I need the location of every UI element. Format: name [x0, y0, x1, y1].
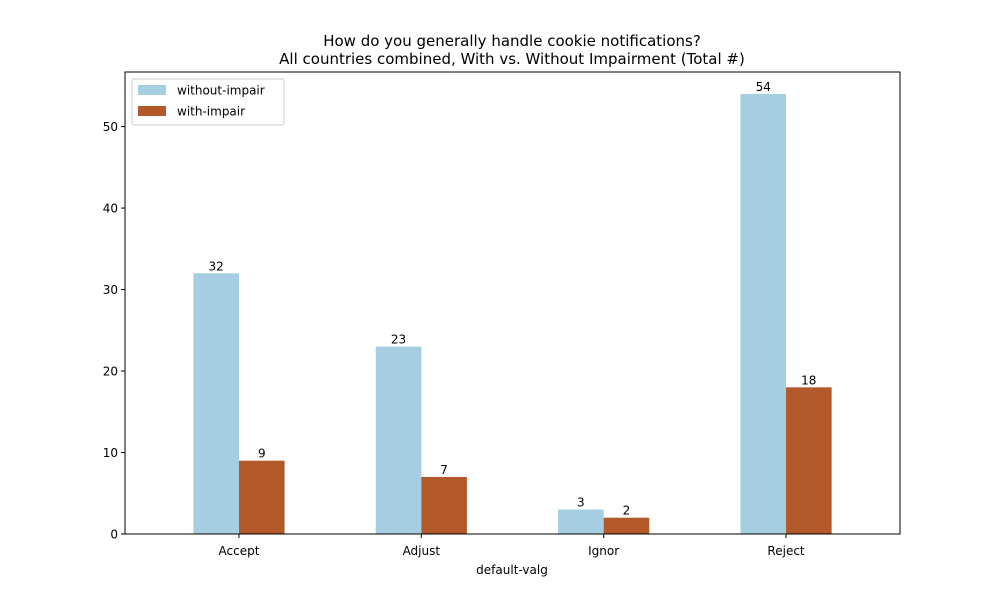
- bar-without-impair-ignor: [558, 509, 604, 534]
- data-label-with-impair-adjust: 7: [440, 463, 448, 477]
- legend-swatch-without-impair: [138, 85, 166, 95]
- x-tick-label-reject: Reject: [767, 544, 804, 558]
- x-tick-label-adjust: Adjust: [403, 544, 441, 558]
- plot-frame: [124, 71, 901, 535]
- data-label-with-impair-reject: 18: [801, 373, 816, 387]
- y-tick-label: 50: [103, 120, 118, 134]
- y-axis: 0 10 20 30 40 50: [103, 120, 125, 542]
- data-labels-group: 32 23 3 54 9 7 2 18: [209, 80, 817, 518]
- data-label-without-impair-reject: 54: [756, 80, 771, 94]
- x-tick-label-ignor: Ignor: [588, 544, 619, 558]
- x-tick-label-accept: Accept: [219, 544, 260, 558]
- data-label-with-impair-accept: 9: [258, 447, 266, 461]
- legend: without-impair with-impair: [131, 78, 285, 126]
- chart-subtitle: All countries combined, With vs. Without…: [279, 50, 745, 68]
- bar-with-impair-ignor: [603, 517, 650, 534]
- y-tick-label: 10: [103, 446, 118, 460]
- y-tick-label: 40: [103, 202, 118, 216]
- legend-label-with-impair: with-impair: [177, 105, 245, 119]
- bar-without-impair-accept: [193, 273, 239, 534]
- chart-title: How do you generally handle cookie notif…: [323, 32, 701, 50]
- bars-group: [193, 94, 832, 534]
- bar-with-impair-reject: [786, 387, 832, 534]
- data-label-with-impair-ignor: 2: [623, 504, 631, 518]
- x-axis: Accept Adjust Ignor Reject: [219, 534, 805, 558]
- bar-without-impair-adjust: [375, 346, 422, 534]
- x-axis-label: default-valg: [476, 563, 548, 577]
- data-label-without-impair-adjust: 23: [391, 333, 406, 347]
- bar-without-impair-reject: [740, 94, 787, 534]
- data-label-without-impair-accept: 32: [209, 259, 224, 273]
- y-tick-label: 30: [103, 283, 118, 297]
- bar-with-impair-adjust: [421, 476, 467, 534]
- data-label-without-impair-ignor: 3: [577, 496, 585, 510]
- legend-label-without-impair: without-impair: [177, 84, 265, 98]
- legend-box: [131, 78, 285, 126]
- y-tick-label: 0: [110, 528, 118, 542]
- bar-with-impair-accept: [238, 460, 285, 534]
- y-tick-label: 20: [103, 365, 118, 379]
- legend-swatch-with-impair: [138, 106, 166, 116]
